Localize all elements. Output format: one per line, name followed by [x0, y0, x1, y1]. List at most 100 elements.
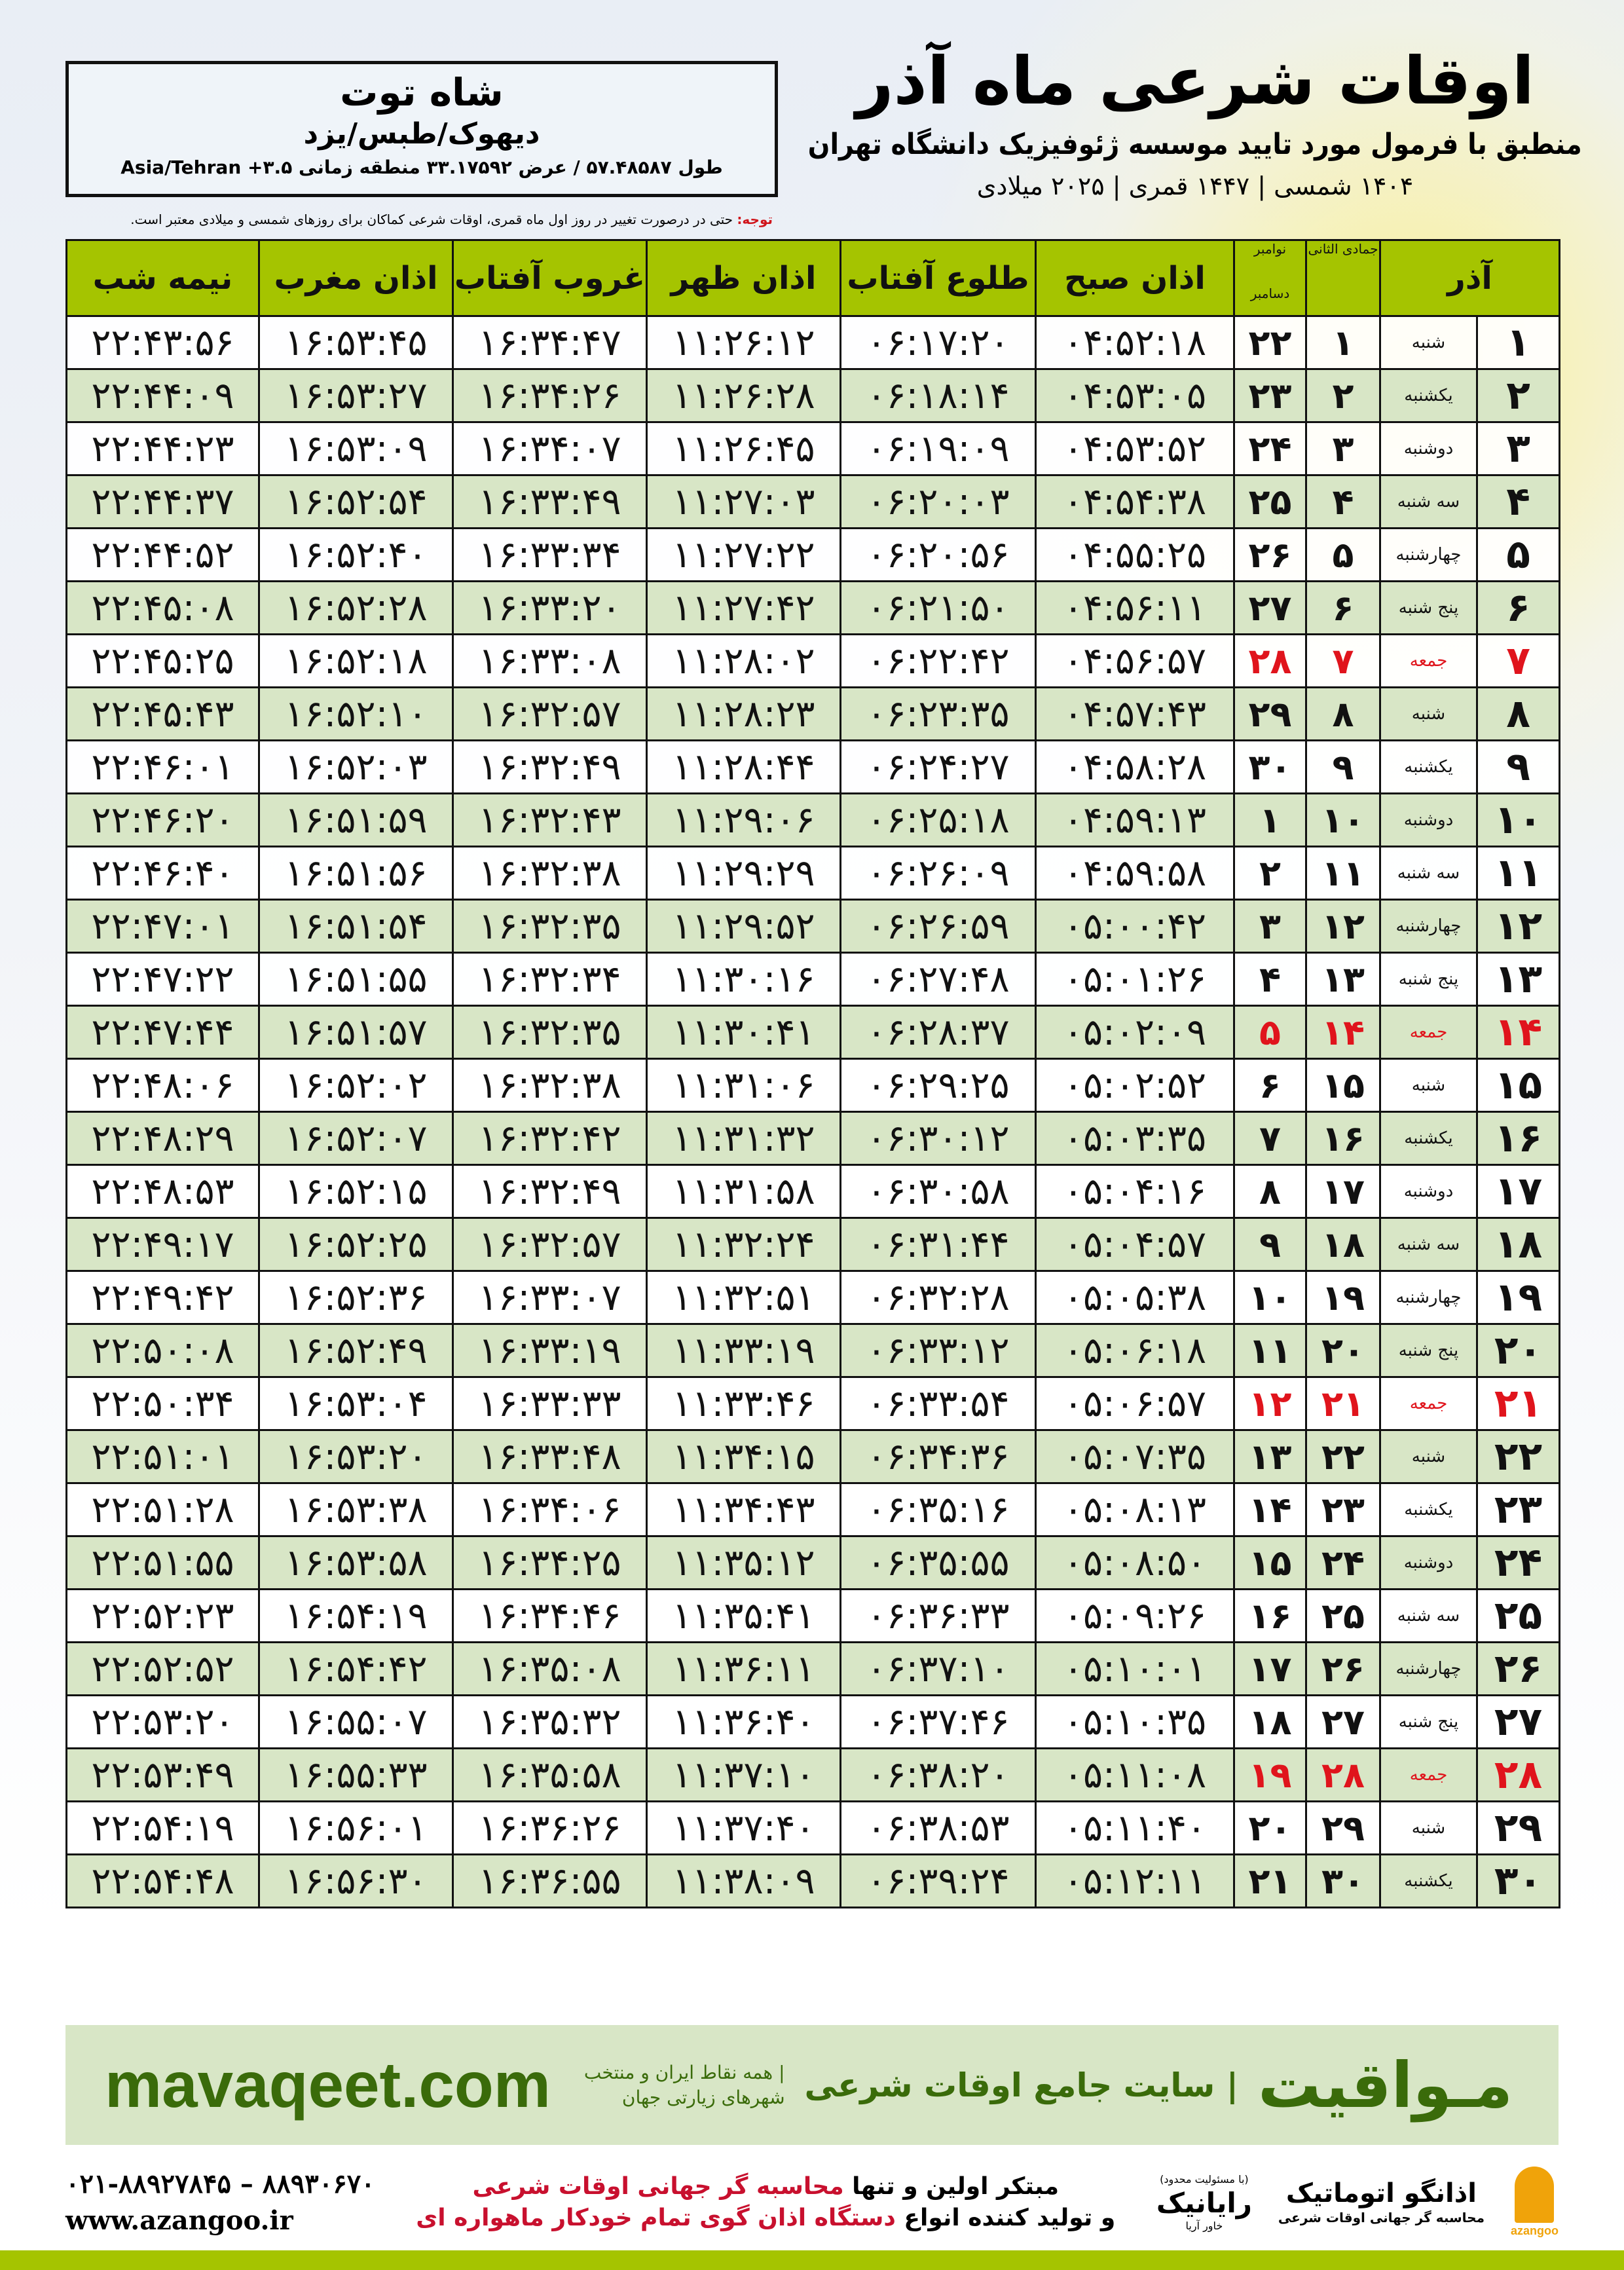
cell-maghrib: ۱۶:۵۲:۰۲	[258, 1058, 454, 1113]
promo-line1-a: مبتکر اولین و تنها	[843, 2173, 1059, 2200]
cell-day: ۲۹	[1476, 1800, 1560, 1855]
cell-jumada-day: ۱۵	[1305, 1058, 1381, 1113]
cell-fajr: ۰۵:۰۲:۰۹	[1035, 1005, 1235, 1060]
cell-weekday: شنبه	[1379, 1429, 1478, 1484]
cell-sunrise: ۰۶:۲۰:۰۳	[840, 474, 1037, 529]
cell-fajr: ۰۵:۰۵:۳۸	[1035, 1270, 1235, 1325]
cell-maghrib: ۱۶:۵۴:۱۹	[258, 1588, 454, 1643]
azangoo-logo: اذانگو اتوماتیک محاسبه گر جهانی اوقات شر…	[1278, 2178, 1485, 2227]
cell-december-day: ۱۷	[1233, 1641, 1307, 1696]
cell-midnight: ۲۲:۴۴:۳۷	[65, 474, 260, 529]
cell-weekday: یکشنبه	[1379, 739, 1478, 794]
cell-sunset: ۱۶:۳۲:۵۷	[452, 686, 648, 741]
footer: ۰۲۱-۸۸۹۲۷۸۴۵ – ۸۸۹۳۰۶۷۰ www.azangoo.ir م…	[65, 2156, 1559, 2249]
cell-maghrib: ۱۶:۵۲:۲۵	[258, 1217, 454, 1272]
cell-weekday: پنج شنبه	[1379, 952, 1478, 1007]
cell-sunset: ۱۶:۳۲:۳۴	[452, 952, 648, 1007]
cell-dhuhr: ۱۱:۲۷:۲۲	[646, 527, 841, 582]
cell-midnight: ۲۲:۴۹:۴۲	[65, 1270, 260, 1325]
cell-dhuhr: ۱۱:۳۶:۴۰	[646, 1694, 841, 1749]
cell-weekday: جمعه	[1379, 1005, 1478, 1060]
cell-maghrib: ۱۶:۵۵:۳۳	[258, 1747, 454, 1802]
cell-jumada-day: ۲۰	[1305, 1323, 1381, 1378]
cell-december-day: ۳۰	[1233, 739, 1307, 794]
cell-midnight: ۲۲:۴۶:۰۱	[65, 739, 260, 794]
table-row: ۲۷ پنج شنبه ۲۷ ۱۸ ۰۵:۱۰:۳۵ ۰۶:۳۷:۴۶ ۱۱:۳۶:۴۰ ۱۶…	[65, 1694, 1560, 1749]
cell-midnight: ۲۲:۵۰:۰۸	[65, 1323, 260, 1378]
cell-sunrise: ۰۶:۱۷:۲۰	[840, 315, 1037, 370]
header-fajr: اذان صبح	[1035, 239, 1235, 317]
header-block: اوقات شرعی ماه آذر منطبق با فرمول مورد ت…	[792, 39, 1598, 211]
cell-maghrib: ۱۶:۵۳:۳۸	[258, 1482, 454, 1537]
cell-sunrise: ۰۶:۳۵:۱۶	[840, 1482, 1037, 1537]
cell-dhuhr: ۱۱:۲۸:۴۴	[646, 739, 841, 794]
cell-day: ۱۷	[1476, 1164, 1560, 1219]
table-row: ۲۴ دوشنبه ۲۴ ۱۵ ۰۵:۰۸:۵۰ ۰۶:۳۵:۵۵ ۱۱:۳۵:۱۲ ۱۶:۳…	[65, 1535, 1560, 1590]
rayanik-sub: خاور آریا	[1185, 2219, 1223, 2232]
table-row: ۸ شنبه ۸ ۲۹ ۰۴:۵۷:۴۳ ۰۶:۲۳:۳۵ ۱۱:۲۸:۲۳ ۱۶:۳۲:۵۷…	[65, 686, 1560, 741]
cell-maghrib: ۱۶:۵۴:۴۲	[258, 1641, 454, 1696]
cell-dhuhr: ۱۱:۳۵:۱۲	[646, 1535, 841, 1590]
cell-midnight: ۲۲:۵۳:۴۹	[65, 1747, 260, 1802]
cell-maghrib: ۱۶:۵۳:۵۸	[258, 1535, 454, 1590]
cell-sunrise: ۰۶:۲۶:۰۹	[840, 846, 1037, 901]
azangoo-url[interactable]: www.azangoo.ir	[65, 2205, 293, 2236]
cell-weekday: یکشنبه	[1379, 1853, 1478, 1908]
cell-fajr: ۰۵:۱۱:۰۸	[1035, 1747, 1235, 1802]
cell-fajr: ۰۴:۵۶:۵۷	[1035, 633, 1235, 688]
table-row: ۲۹ شنبه ۲۹ ۲۰ ۰۵:۱۱:۴۰ ۰۶:۳۸:۵۳ ۱۱:۳۷:۴۰ ۱۶:۳۶:…	[65, 1800, 1560, 1855]
cell-weekday: پنج شنبه	[1379, 1694, 1478, 1749]
cell-sunset: ۱۶:۳۲:۴۹	[452, 1164, 648, 1219]
cell-december-day: ۵	[1233, 1005, 1307, 1060]
cell-december-day: ۲۲	[1233, 315, 1307, 370]
cell-december-day: ۱۲	[1233, 1376, 1307, 1431]
cell-december-day: ۲۰	[1233, 1800, 1307, 1855]
table-row: ۲۲ شنبه ۲۲ ۱۳ ۰۵:۰۷:۳۵ ۰۶:۳۴:۳۶ ۱۱:۳۴:۱۵ ۱۶:۳۳:…	[65, 1429, 1560, 1484]
year-line: ۱۴۰۴ شمسی | ۱۴۴۷ قمری | ۲۰۲۵ میلادی	[976, 172, 1414, 200]
cell-midnight: ۲۲:۵۴:۱۹	[65, 1800, 260, 1855]
table-row: ۷ جمعه ۷ ۲۸ ۰۴:۵۶:۵۷ ۰۶:۲۲:۴۲ ۱۱:۲۸:۰۲ ۱۶:۳۳:۰۸…	[65, 633, 1560, 688]
cell-jumada-day: ۱۴	[1305, 1005, 1381, 1060]
cell-dhuhr: ۱۱:۳۲:۵۱	[646, 1270, 841, 1325]
cell-day: ۳۰	[1476, 1853, 1560, 1908]
cell-sunrise: ۰۶:۱۹:۰۹	[840, 421, 1037, 476]
cell-sunrise: ۰۶:۲۲:۴۲	[840, 633, 1037, 688]
cell-midnight: ۲۲:۵۲:۲۳	[65, 1588, 260, 1643]
cell-day: ۱۲	[1476, 899, 1560, 954]
azangoo-dome-icon	[1515, 2167, 1555, 2223]
cell-day: ۷	[1476, 633, 1560, 688]
cell-day: ۱۸	[1476, 1217, 1560, 1272]
cell-jumada-day: ۸	[1305, 686, 1381, 741]
cell-jumada-day: ۲۵	[1305, 1588, 1381, 1643]
cell-jumada-day: ۲۹	[1305, 1800, 1381, 1855]
mavaqeet-banner: مـواقیت | سایت جامع اوقات شرعی | همه نقا…	[65, 2025, 1559, 2145]
cell-midnight: ۲۲:۴۵:۴۳	[65, 686, 260, 741]
cell-sunset: ۱۶:۳۶:۵۵	[452, 1853, 648, 1908]
cell-dhuhr: ۱۱:۳۷:۱۰	[646, 1747, 841, 1802]
cell-jumada-day: ۲۷	[1305, 1694, 1381, 1749]
mavaqeet-url[interactable]: mavaqeet.com	[105, 2049, 551, 2121]
cell-day: ۲۵	[1476, 1588, 1560, 1643]
cell-weekday: سه شنبه	[1379, 1588, 1478, 1643]
cell-december-day: ۶	[1233, 1058, 1307, 1113]
cell-december-day: ۱۵	[1233, 1535, 1307, 1590]
cell-fajr: ۰۵:۱۱:۴۰	[1035, 1800, 1235, 1855]
cell-fajr: ۰۵:۰۸:۵۰	[1035, 1535, 1235, 1590]
cell-day: ۱	[1476, 315, 1560, 370]
cell-jumada-day: ۲۱	[1305, 1376, 1381, 1431]
cell-december-day: ۲۶	[1233, 527, 1307, 582]
cell-fajr: ۰۴:۵۲:۱۸	[1035, 315, 1235, 370]
promo-line2-a: و تولید کننده انواع	[895, 2205, 1116, 2231]
table-row: ۲۸ جمعه ۲۸ ۱۹ ۰۵:۱۱:۰۸ ۰۶:۳۸:۲۰ ۱۱:۳۷:۱۰ ۱۶:۳۵:…	[65, 1747, 1560, 1802]
cell-jumada-day: ۵	[1305, 527, 1381, 582]
table-row: ۲ یکشنبه ۲ ۲۳ ۰۴:۵۳:۰۵ ۰۶:۱۸:۱۴ ۱۱:۲۶:۲۸ ۱۶:۳۴:…	[65, 368, 1560, 423]
cell-dhuhr: ۱۱:۲۸:۰۲	[646, 633, 841, 688]
cell-sunrise: ۰۶:۳۸:۲۰	[840, 1747, 1037, 1802]
cell-jumada-day: ۱۷	[1305, 1164, 1381, 1219]
cell-december-day: ۲۴	[1233, 421, 1307, 476]
cell-dhuhr: ۱۱:۳۵:۴۱	[646, 1588, 841, 1643]
cell-jumada-day: ۱۶	[1305, 1111, 1381, 1166]
cell-sunrise: ۰۶:۳۱:۴۴	[840, 1217, 1037, 1272]
cell-december-day: ۲۸	[1233, 633, 1307, 688]
cell-sunrise: ۰۶:۳۳:۱۲	[840, 1323, 1037, 1378]
